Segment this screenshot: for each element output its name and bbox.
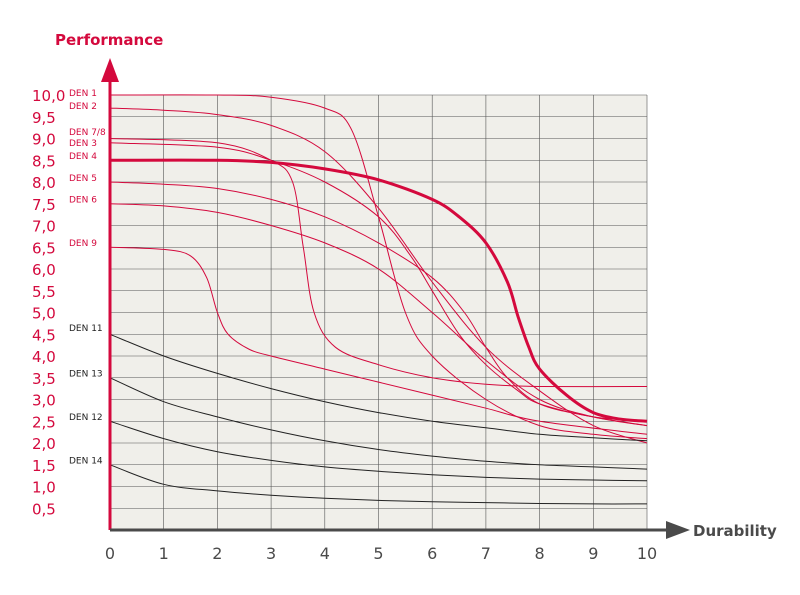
x-tick-label: 0 (105, 544, 115, 563)
y-tick-labels: 10,0 9,5 9,0 8,5 8,0 7,5 7,0 6,5 6,0 5,5 5,0 4,5 4,0… (32, 87, 65, 518)
y-tick-label: 6,0 (32, 261, 56, 279)
x-tick-label: 9 (588, 544, 598, 563)
series-label: DEN 5 (69, 174, 97, 184)
y-tick-label: 3,5 (32, 370, 56, 388)
series-line-den-4 (109, 158, 648, 423)
y-tick-label: 7,0 (32, 218, 56, 236)
series-line-den-14 (109, 464, 648, 505)
series-label: DEN 12 (69, 413, 103, 423)
x-tick-label: 4 (320, 544, 330, 563)
y-tick-label: 7,5 (32, 196, 56, 214)
series-label: DEN 14 (69, 457, 103, 467)
series-label: DEN 13 (69, 370, 103, 380)
y-tick-label: 8,5 (32, 152, 56, 170)
series-line-den-2 (109, 107, 648, 444)
y-tick-label: 0,5 (32, 500, 56, 518)
y-tick-label: 4,5 (32, 326, 56, 344)
series-line-den-5 (109, 181, 648, 427)
x-tick-labels: 0 1 2 3 4 5 6 7 8 9 10 (105, 544, 657, 563)
y-tick-label: 8,0 (32, 174, 56, 192)
y-tick-label: 1,5 (32, 457, 56, 475)
x-tick-label: 3 (266, 544, 276, 563)
y-tick-label: 4,0 (32, 348, 56, 366)
series-label: DEN 6 (69, 196, 97, 206)
y-tick-label: 5,5 (32, 283, 56, 301)
series-label: DEN 4 (69, 152, 97, 162)
series-label: DEN 9 (69, 239, 97, 249)
series-line-den-13 (109, 377, 648, 470)
y-tick-label: 2,0 (32, 435, 56, 453)
x-axis-arrow-icon (666, 521, 690, 539)
x-tick-label: 5 (373, 544, 383, 563)
y-tick-label: 6,5 (32, 239, 56, 257)
series-line-den-7-8 (109, 138, 648, 388)
y-axis-arrow-icon (101, 58, 119, 82)
series-line-den-12 (109, 420, 648, 482)
x-tick-label: 6 (427, 544, 437, 563)
series-label: DEN 2 (69, 102, 97, 112)
series-line-den-1 (109, 94, 648, 440)
y-tick-label: 5,0 (32, 305, 56, 323)
x-tick-label: 8 (535, 544, 545, 563)
y-tick-label: 1,0 (32, 479, 56, 497)
series-label: DEN 7/8 (69, 128, 106, 138)
x-tick-label: 10 (637, 544, 657, 563)
series-line-den-9 (109, 246, 648, 435)
x-tick-label: 7 (481, 544, 491, 563)
series-label: DEN 3 (69, 139, 97, 149)
series-label: DEN 11 (69, 324, 103, 334)
y-axis-title: Performance (55, 31, 163, 49)
series-line-den-11 (109, 333, 648, 442)
x-tick-label: 1 (159, 544, 169, 563)
series-label: DEN 1 (69, 89, 97, 99)
y-tick-label: 9,5 (32, 109, 56, 127)
y-tick-label: 10,0 (32, 87, 65, 105)
y-tick-label: 9,0 (32, 131, 56, 149)
x-axis-title: Durability (693, 522, 777, 540)
y-tick-label: 3,0 (32, 392, 56, 410)
y-tick-label: 2,5 (32, 413, 56, 431)
x-tick-label: 2 (212, 544, 222, 563)
series-line-den-6 (109, 203, 648, 427)
curves (109, 94, 648, 505)
